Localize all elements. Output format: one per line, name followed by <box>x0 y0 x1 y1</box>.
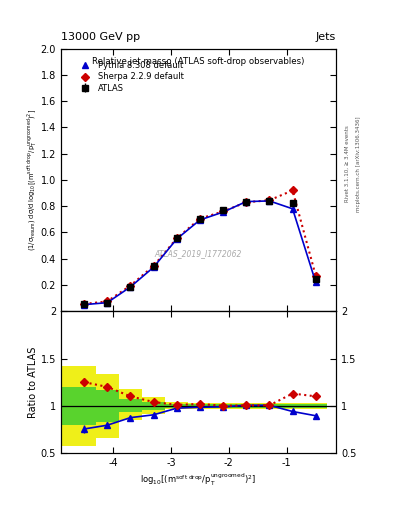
Text: Jets: Jets <box>316 32 336 42</box>
Bar <box>211 404 235 408</box>
Pythia 8.308 default <box>105 300 110 306</box>
Pythia 8.308 default <box>267 198 272 204</box>
Bar <box>304 402 327 409</box>
Bar <box>258 404 281 408</box>
Line: Sherpa 2.2.9 default: Sherpa 2.2.9 default <box>81 187 318 307</box>
Pythia 8.308 default <box>290 206 295 212</box>
Text: 13000 GeV pp: 13000 GeV pp <box>61 32 140 42</box>
Sherpa 2.2.9 default <box>267 197 272 203</box>
Text: ATLAS_2019_I1772062: ATLAS_2019_I1772062 <box>155 249 242 258</box>
Sherpa 2.2.9 default <box>290 187 295 194</box>
Sherpa 2.2.9 default <box>313 273 318 279</box>
Sherpa 2.2.9 default <box>105 298 110 305</box>
Sherpa 2.2.9 default <box>244 199 249 205</box>
Sherpa 2.2.9 default <box>151 263 156 269</box>
Bar <box>165 402 188 409</box>
Bar <box>95 390 119 422</box>
Y-axis label: Ratio to ATLAS: Ratio to ATLAS <box>28 347 38 418</box>
X-axis label: log$_{10}$[(m$^{\mathrm{soft\ drop}}$/p$_\mathrm{T}^{\mathrm{ungroomed}}$)$^2$]: log$_{10}$[(m$^{\mathrm{soft\ drop}}$/p$… <box>140 472 257 488</box>
Text: Relative jet massρ (ATLAS soft-drop observables): Relative jet massρ (ATLAS soft-drop obse… <box>92 56 305 66</box>
Bar <box>258 402 281 409</box>
Bar <box>235 402 258 409</box>
Line: Pythia 8.308 default: Pythia 8.308 default <box>81 198 319 308</box>
Bar <box>61 387 95 425</box>
Bar <box>142 397 165 414</box>
Sherpa 2.2.9 default <box>198 216 202 222</box>
Bar <box>119 399 142 413</box>
Bar <box>142 402 165 410</box>
Sherpa 2.2.9 default <box>221 208 226 215</box>
Bar <box>211 402 235 409</box>
Pythia 8.308 default <box>151 264 156 270</box>
Text: mcplots.cern.ch [arXiv:1306.3436]: mcplots.cern.ch [arXiv:1306.3436] <box>356 116 361 211</box>
Bar <box>95 374 119 438</box>
Bar <box>61 366 95 445</box>
Bar <box>281 402 304 409</box>
Bar <box>304 404 327 408</box>
Bar <box>188 402 211 409</box>
Pythia 8.308 default <box>244 199 249 205</box>
Legend: Pythia 8.308 default, Sherpa 2.2.9 default, ATLAS: Pythia 8.308 default, Sherpa 2.2.9 defau… <box>73 58 187 96</box>
Sherpa 2.2.9 default <box>174 236 179 242</box>
Pythia 8.308 default <box>128 284 133 290</box>
Sherpa 2.2.9 default <box>128 283 133 289</box>
Sherpa 2.2.9 default <box>82 301 86 307</box>
Pythia 8.308 default <box>221 209 226 215</box>
Pythia 8.308 default <box>198 217 202 223</box>
Bar <box>165 404 188 408</box>
Y-axis label: (1/σ$_\mathrm{resum}$) dσ/d log$_{10}$[(m$^{\mathrm{soft\ drop}}$/p$_\mathrm{T}^: (1/σ$_\mathrm{resum}$) dσ/d log$_{10}$[(… <box>26 109 39 251</box>
Text: Rivet 3.1.10, ≥ 3.4M events: Rivet 3.1.10, ≥ 3.4M events <box>345 125 350 202</box>
Bar <box>119 389 142 420</box>
Pythia 8.308 default <box>313 279 318 285</box>
Bar <box>281 404 304 408</box>
Pythia 8.308 default <box>174 236 179 242</box>
Bar <box>235 404 258 408</box>
Pythia 8.308 default <box>82 302 86 308</box>
Bar <box>188 404 211 408</box>
